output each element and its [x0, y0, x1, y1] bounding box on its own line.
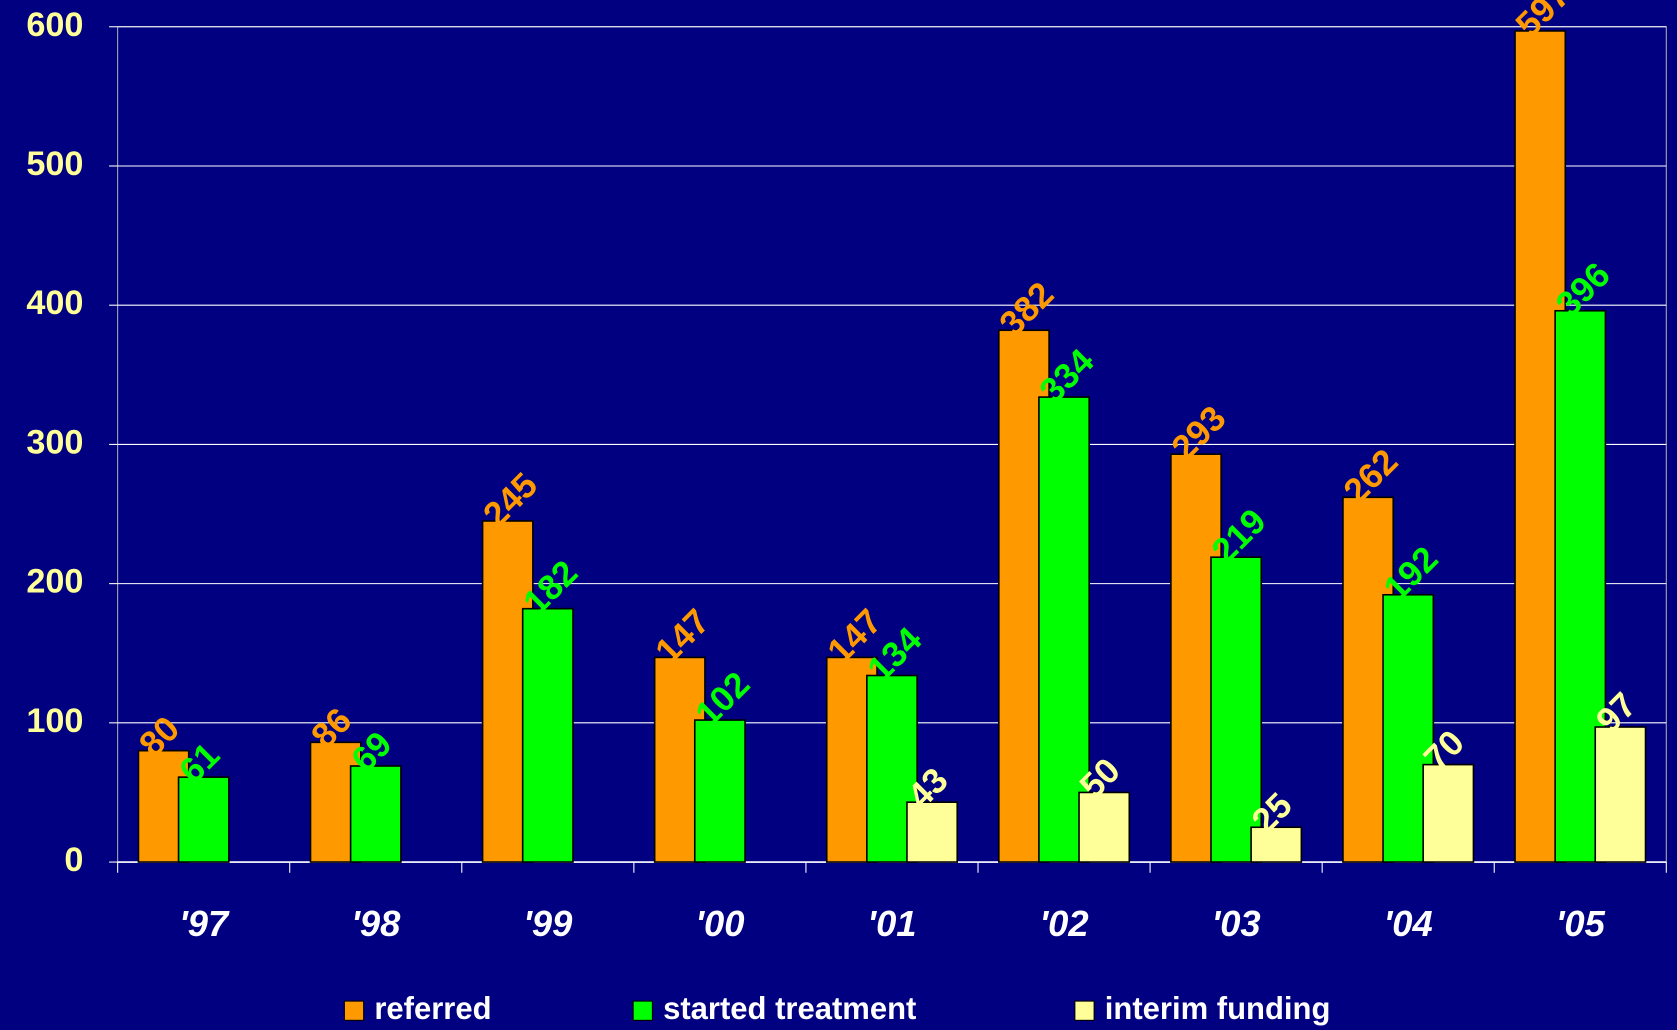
legend-label: referred	[374, 991, 491, 1026]
y-tick-label: 400	[26, 284, 83, 322]
bar	[1210, 556, 1263, 863]
y-tick-label: 500	[26, 145, 83, 183]
legend-swatch	[1074, 1000, 1095, 1021]
bar	[906, 801, 959, 863]
bar	[1250, 826, 1303, 863]
bar	[693, 719, 746, 863]
legend-label: started treatment	[663, 991, 916, 1026]
x-tick-label: '04	[1384, 903, 1433, 944]
x-tick-label: '01	[867, 903, 916, 944]
x-tick-label: '99	[523, 903, 573, 944]
legend-label: interim funding	[1105, 991, 1331, 1026]
y-tick-label: 300	[26, 423, 83, 461]
y-tick-label: 100	[26, 702, 83, 740]
bar	[1078, 791, 1131, 863]
legend-swatch	[343, 1000, 365, 1021]
legend-swatch	[632, 1000, 653, 1021]
bar	[521, 607, 574, 863]
x-tick-label: '02	[1040, 903, 1089, 944]
bar	[177, 776, 230, 863]
bar	[1594, 726, 1647, 863]
bar	[349, 765, 402, 863]
bar	[1422, 763, 1475, 863]
y-tick-label: 0	[64, 841, 83, 879]
x-tick-label: '00	[695, 903, 744, 944]
y-tick-label: 600	[26, 6, 83, 44]
x-tick-label: '97	[179, 903, 230, 944]
bar	[1554, 309, 1607, 863]
x-tick-label: '03	[1212, 903, 1261, 944]
x-tick-label: '05	[1556, 903, 1606, 944]
x-tick-label: '98	[351, 903, 401, 944]
bar	[1038, 396, 1090, 863]
y-tick-label: 200	[26, 563, 83, 601]
